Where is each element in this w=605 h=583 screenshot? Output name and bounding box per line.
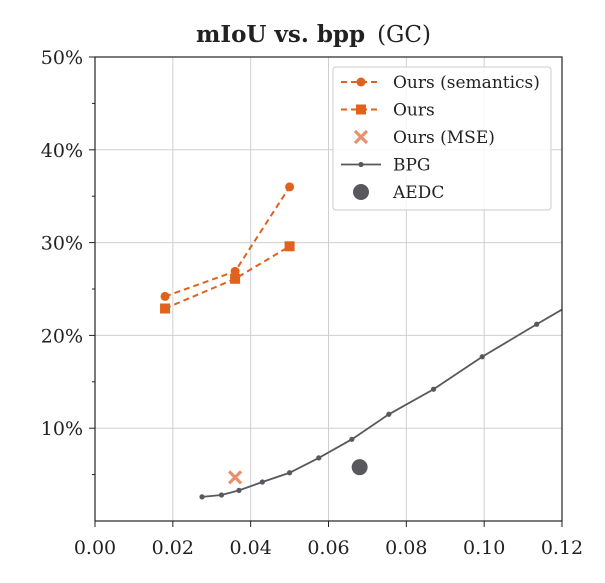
x-tick-label: 0.00 xyxy=(74,537,116,559)
x-tick-label: 0.02 xyxy=(152,537,194,559)
data-point xyxy=(286,470,293,476)
data-point xyxy=(227,470,243,485)
data-point xyxy=(316,455,322,461)
series-ours-semantics xyxy=(160,182,295,301)
data-point xyxy=(199,494,205,500)
data-point xyxy=(534,321,540,327)
legend-marker xyxy=(356,104,366,115)
chart-title-suffix: (GC) xyxy=(377,22,431,48)
series-line xyxy=(201,308,562,498)
data-point xyxy=(230,266,240,276)
chart-title: mIoU vs. bpp (GC) xyxy=(196,21,431,48)
x-marker-stroke xyxy=(227,470,243,485)
legend-marker xyxy=(353,129,369,145)
y-tick-label: 20% xyxy=(41,325,83,347)
legend-label: BPG xyxy=(393,156,431,176)
data-point xyxy=(160,291,170,301)
x-marker-stroke xyxy=(353,129,369,145)
x-tick-label: 0.06 xyxy=(307,537,349,559)
series-aedc xyxy=(351,459,368,476)
series-line xyxy=(164,186,291,298)
chart-title-main: mIoU vs. bpp xyxy=(196,21,365,48)
series-ours xyxy=(160,241,295,314)
legend-box xyxy=(332,66,552,211)
y-tick-label: 10% xyxy=(41,418,83,440)
y-tick-label: 50% xyxy=(41,47,83,69)
data-point xyxy=(479,354,485,360)
data-point xyxy=(430,386,437,392)
series-bpg xyxy=(199,296,584,500)
axis-layer: 0.00 0.02 0.04 0.06 0.08 0.10 0.12 10% 20% 30% 40%… xyxy=(41,47,583,559)
data-point xyxy=(284,241,295,252)
x-tick-label: 0.04 xyxy=(230,537,272,559)
legend-marker xyxy=(358,161,364,168)
data-point xyxy=(160,303,171,314)
legend-label: Ours (semantics) xyxy=(393,73,540,93)
x-tick-label: 0.12 xyxy=(541,537,583,559)
legend-marker xyxy=(356,77,366,87)
legend-entry: BPG xyxy=(341,156,431,176)
legend-entry: Ours (MSE) xyxy=(353,128,495,148)
data-point xyxy=(579,296,584,301)
x-tick-label: 0.08 xyxy=(385,537,427,559)
data-point xyxy=(218,492,225,498)
data-point xyxy=(230,273,241,284)
legend-label: AEDC xyxy=(392,183,444,203)
series-layer xyxy=(160,182,584,500)
legend-entry: Ours (semantics) xyxy=(341,73,540,93)
data-point xyxy=(259,479,265,485)
legend-entry: AEDC xyxy=(353,183,444,203)
legend-marker xyxy=(353,184,369,200)
legend-label: Ours xyxy=(393,101,435,121)
series-line xyxy=(164,245,291,310)
data-point xyxy=(236,487,242,493)
data-point xyxy=(386,411,392,417)
y-tick-label: 40% xyxy=(41,140,83,162)
legend-label: Ours (MSE) xyxy=(393,128,495,148)
legend: Ours (semantics) Ours Ours (MSE) BPG AEDC xyxy=(332,66,552,211)
x-tick-label: 0.10 xyxy=(463,537,505,559)
data-point xyxy=(349,436,355,442)
data-point xyxy=(351,459,368,476)
legend-entry: Ours xyxy=(341,101,435,121)
series-ours-mse xyxy=(227,470,243,485)
data-point xyxy=(285,182,295,192)
y-tick-label: 30% xyxy=(41,233,83,255)
